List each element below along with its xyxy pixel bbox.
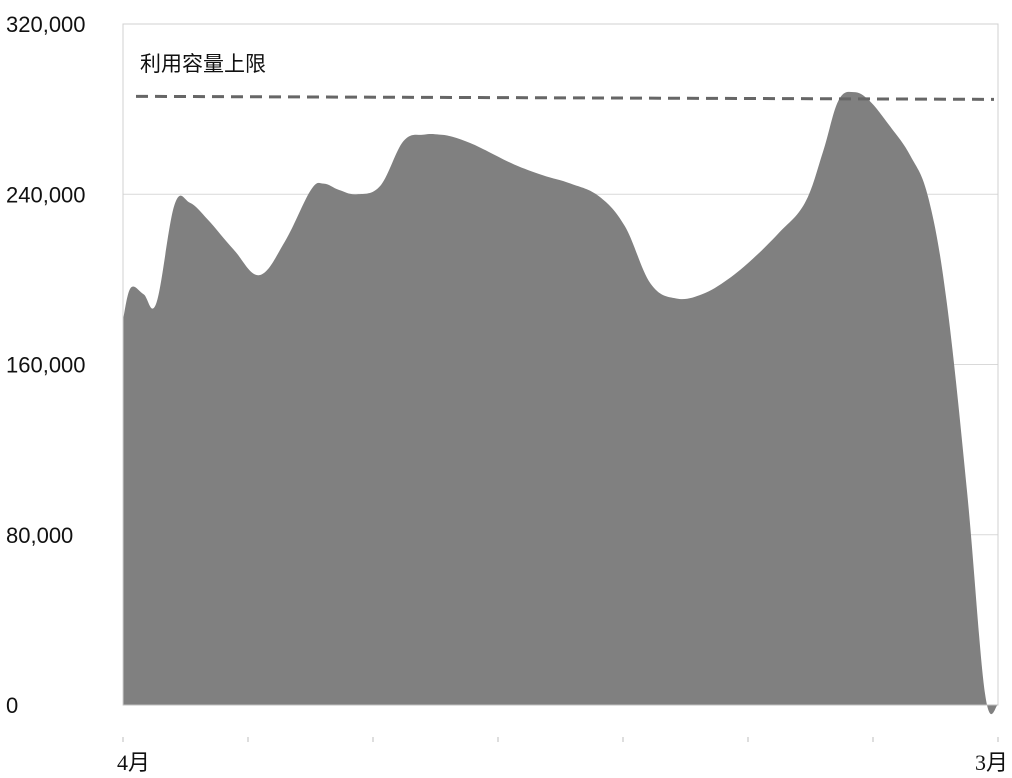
x-axis: 4月 3月 xyxy=(117,737,1008,775)
y-tick-label: 240,000 xyxy=(6,182,86,207)
y-tick-label: 320,000 xyxy=(6,12,86,37)
capacity-limit-line xyxy=(135,94,995,101)
y-axis: 0 80,000 160,000 240,000 320,000 xyxy=(6,12,86,718)
y-tick-label: 0 xyxy=(6,693,18,718)
y-tick-label: 80,000 xyxy=(6,523,73,548)
x-tick-label-end: 3月 xyxy=(975,750,1008,775)
usage-area-series xyxy=(123,91,998,715)
x-tick-label-start: 4月 xyxy=(117,750,150,775)
capacity-limit-label: 利用容量上限 xyxy=(140,52,266,76)
y-tick-label: 160,000 xyxy=(6,353,86,378)
